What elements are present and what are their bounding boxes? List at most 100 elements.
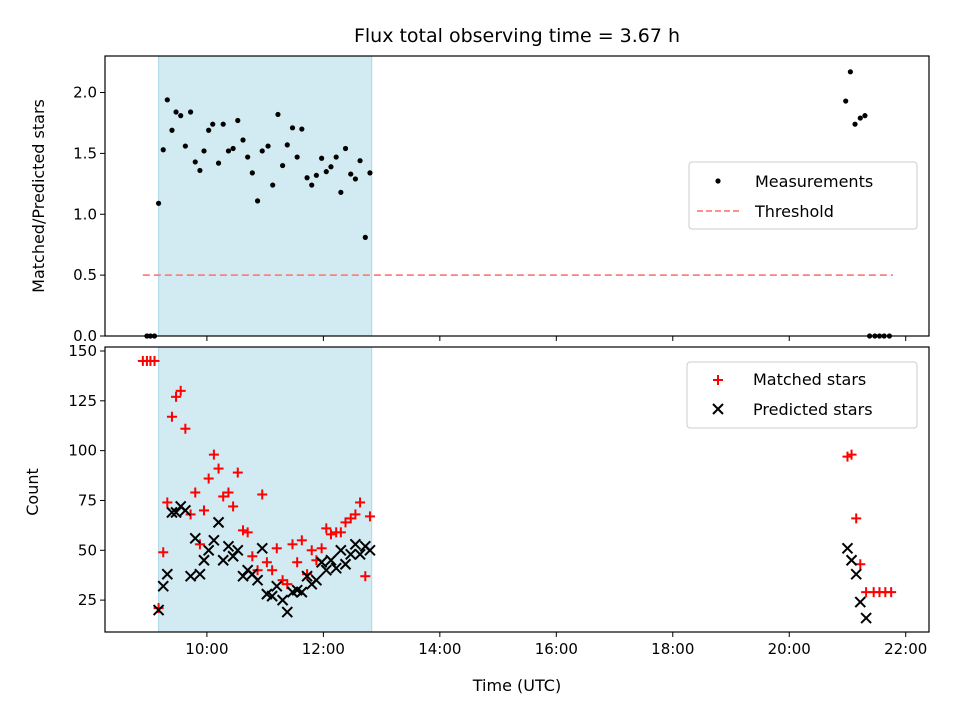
measurement-point (862, 113, 868, 119)
predicted-star-point (232, 544, 244, 556)
bottom-legend: Matched stars Predicted stars (686, 361, 918, 429)
predicted-star-point (161, 568, 174, 580)
measurement-point (362, 234, 368, 240)
matched-star-point (886, 587, 897, 598)
measurement-point (857, 115, 863, 121)
predicted-star-point (276, 594, 289, 606)
measurement-point (173, 109, 179, 115)
matched-star-point (180, 423, 191, 434)
predicted-star-point (166, 506, 178, 519)
top-y-ticks: 0.0 0.5 1.0 1.5 2.0 (73, 84, 105, 345)
measurement-point (328, 164, 334, 170)
matched-star-point (340, 517, 351, 528)
matched-star-point (355, 497, 366, 508)
predicted-star-point (339, 558, 352, 570)
matched-star-point (846, 449, 857, 460)
predicted-star-point (296, 586, 308, 598)
measurement-point (304, 175, 310, 181)
matched-star-point (257, 489, 268, 500)
top-shaded-span (158, 55, 373, 337)
predicted-star-point (860, 612, 872, 624)
measurement-point (323, 169, 329, 175)
measurement-point (284, 142, 290, 148)
matched-star-point (223, 487, 234, 498)
legend-threshold-label: Threshold (754, 202, 834, 221)
top-y-axis-label: Matched/Predicted stars (29, 99, 48, 293)
y-tick-label: 100 (68, 442, 97, 460)
x-tick-label: 10:00 (185, 640, 228, 658)
measurement-point (342, 145, 349, 152)
measurement-point (215, 160, 222, 166)
predicted-star-point (222, 540, 235, 553)
matched-star-point (321, 523, 332, 534)
predicted-star-point (850, 568, 862, 580)
predicted-star-point (217, 554, 229, 566)
measurement-point (313, 172, 319, 178)
measurement-point (357, 158, 363, 164)
measurement-point (254, 198, 261, 204)
measurement-point (182, 143, 188, 149)
x-tick-label: 22:00 (884, 640, 927, 658)
predicted-star-point (208, 534, 220, 547)
measurement-point (352, 176, 359, 182)
y-tick-label: 0.5 (73, 266, 97, 284)
measurement-point (206, 127, 212, 133)
measurement-point (299, 126, 305, 132)
predicted-star-point (256, 542, 268, 555)
predicted-star-point (349, 538, 362, 551)
legend-matched-label: Matched stars (753, 370, 866, 389)
matched-star-point (213, 463, 224, 474)
measurement-point (333, 154, 339, 160)
predicted-star-point (845, 554, 858, 566)
predicted-star-point (271, 580, 283, 592)
matched-star-point (194, 539, 205, 550)
measurement-point (249, 170, 255, 176)
y-tick-label: 50 (78, 541, 97, 559)
matched-star-point (158, 547, 169, 558)
matched-star-point (149, 355, 160, 366)
predicted-star-point (301, 570, 313, 582)
predicted-star-point (202, 544, 215, 556)
measurement-point (289, 125, 296, 131)
measurement-point (197, 167, 203, 174)
chart-title: Flux total observing time = 3.67 h (354, 25, 680, 47)
matched-star-point (364, 511, 375, 522)
bottom-y-ticks: 25 50 75 100 125 150 (68, 342, 105, 609)
measurement-point (265, 143, 271, 149)
bottom-y-axis-label: Count (23, 468, 42, 516)
measurement-point (201, 148, 207, 154)
predicted-star-point (330, 562, 342, 574)
legend-measurements-label: Measurements (755, 172, 873, 191)
measurement-point (210, 121, 216, 127)
matched-star-point (267, 565, 278, 576)
measurement-point (259, 148, 265, 154)
matched-star-point (851, 513, 862, 524)
matched-star-point (238, 525, 249, 536)
x-tick-label: 16:00 (535, 640, 578, 658)
measurement-point (847, 69, 853, 75)
y-tick-label: 75 (78, 491, 97, 509)
matched-star-point (247, 551, 258, 562)
legend-predicted-label: Predicted stars (753, 400, 873, 419)
measurement-point (225, 148, 232, 154)
matched-star-point (306, 545, 317, 556)
x-tick-label: 14:00 (418, 640, 461, 658)
predicted-star-point (189, 532, 201, 545)
measurement-point (852, 121, 858, 127)
predicted-star-point (194, 568, 206, 580)
bottom-panel-marks (137, 355, 897, 624)
predicted-star-point (320, 564, 332, 576)
measurement-point (164, 97, 170, 103)
bottom-shaded-span (158, 346, 373, 633)
matched-star-point (208, 449, 219, 460)
matched-star-point (190, 487, 201, 498)
legend-predicted-marker (712, 403, 724, 415)
measurement-point (319, 155, 325, 161)
measurement-point (188, 109, 194, 115)
matched-star-point (325, 529, 336, 540)
measurement-point (155, 200, 162, 206)
matched-star-point (855, 559, 866, 570)
matched-star-point (292, 557, 303, 568)
predicted-star-point (198, 554, 210, 566)
matched-star-point (360, 571, 371, 582)
